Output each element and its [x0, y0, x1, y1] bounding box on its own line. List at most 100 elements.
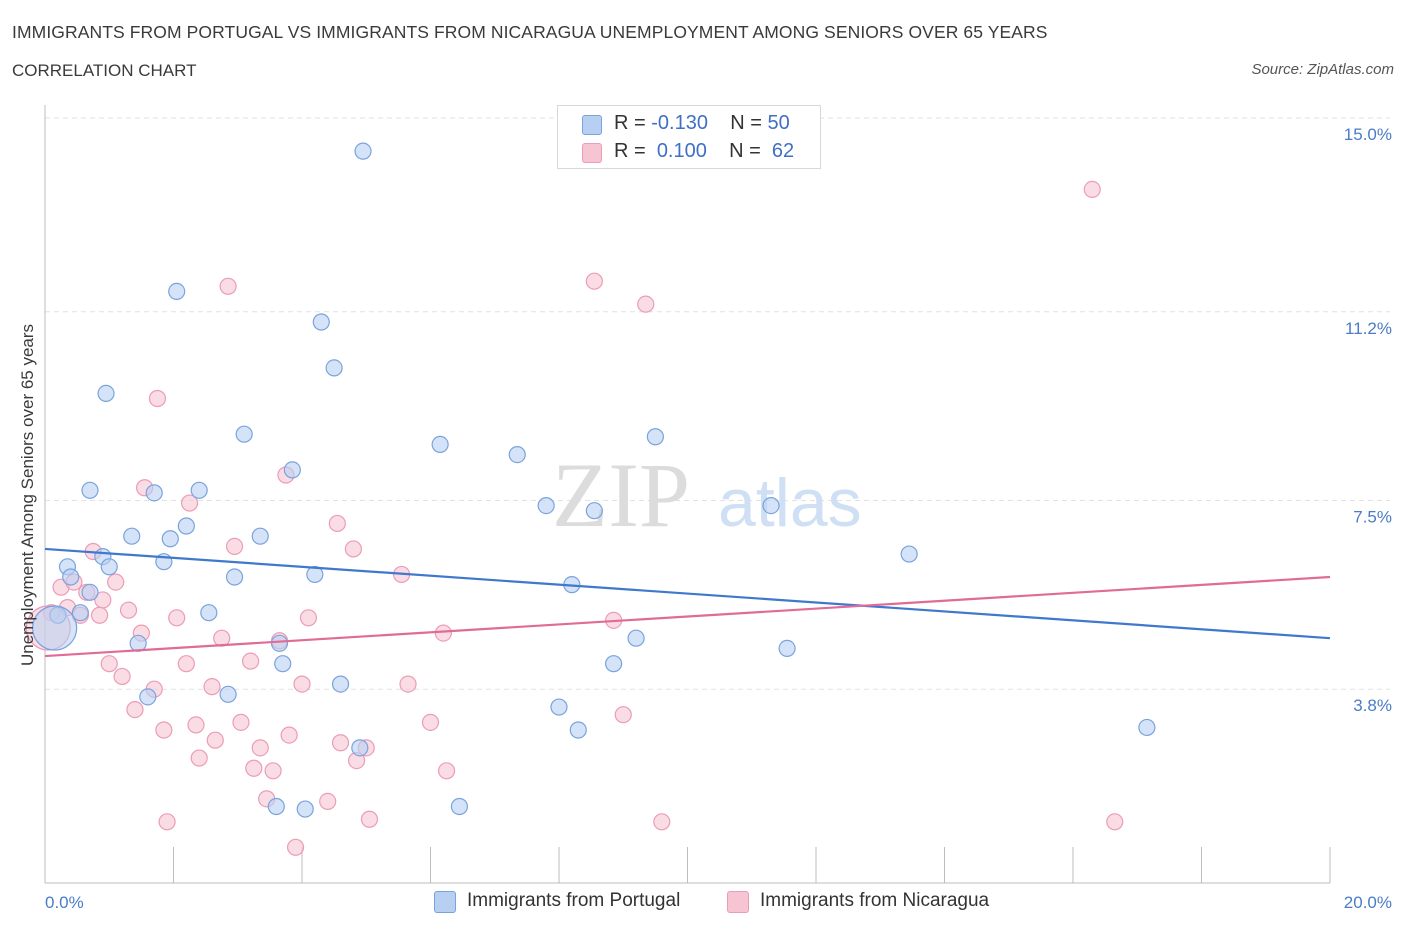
- nicaragua-point-8: [94, 591, 112, 609]
- portugal-points: [32, 142, 1156, 818]
- portugal-point-12: [145, 484, 163, 502]
- nicaragua-point-22: [180, 494, 199, 512]
- nicaragua-swatch: [582, 143, 602, 163]
- portugal-point-48: [1138, 718, 1156, 737]
- nicaragua-point-21: [177, 655, 195, 673]
- nicaragua-point-44: [331, 734, 350, 752]
- portugal-point-17: [190, 481, 208, 499]
- nicaragua-point-52: [434, 624, 452, 642]
- nicaragua-point-18: [155, 721, 173, 739]
- portugal-point-16: [177, 517, 195, 535]
- portugal-point-29: [312, 313, 330, 331]
- portugal-swatch: [582, 115, 602, 135]
- portugal-trend-line: [44, 547, 1331, 640]
- nicaragua-point-56: [614, 706, 632, 724]
- portugal-point-36: [508, 446, 526, 464]
- portugal-point-41: [585, 502, 603, 520]
- nicaragua-point-35: [264, 762, 282, 780]
- nicaragua-point-17: [148, 389, 167, 408]
- portugal-point-47: [900, 545, 918, 563]
- portugal-n-value: 50: [767, 112, 790, 134]
- nicaragua-point-20: [168, 609, 186, 627]
- nicaragua-point-50: [399, 675, 417, 693]
- nicaragua-point-39: [286, 838, 305, 856]
- chart-title: IMMIGRANTS FROM PORTUGAL VS IMMIGRANTS F…: [12, 22, 1048, 42]
- portugal-point-27: [296, 800, 314, 818]
- y-tick-label-1: 7.5%: [1353, 508, 1392, 527]
- gridlines: [45, 117, 1390, 690]
- chart-source: Source: ZipAtlas.com: [1251, 61, 1394, 78]
- portugal-point-19: [219, 685, 237, 703]
- nicaragua-point-41: [299, 609, 318, 627]
- nicaragua-point-31: [242, 652, 260, 670]
- nicaragua-point-12: [119, 601, 138, 619]
- y-tick-labels: 3.8% 7.5% 11.2% 15.0%: [1344, 125, 1392, 715]
- nicaragua-point-19: [158, 813, 176, 831]
- portugal-point-46: [778, 639, 796, 658]
- nicaragua-point-28: [219, 277, 237, 295]
- nicaragua-point-13: [126, 700, 144, 719]
- nicaragua-point-42: [319, 792, 337, 811]
- bottom-legend-nicaragua-label: Immigrants from Nicaragua: [760, 890, 990, 911]
- nicaragua-r-value: 0.100: [656, 140, 707, 162]
- portugal-point-3: [71, 604, 89, 622]
- portugal-point-40: [569, 721, 587, 739]
- nicaragua-point-10: [107, 573, 125, 591]
- nicaragua-n-label: N =: [729, 140, 761, 162]
- nicaragua-point-43: [328, 514, 346, 533]
- portugal-point-49: [32, 605, 78, 651]
- nicaragua-point-24: [190, 749, 208, 767]
- portugal-r-label: R =: [614, 112, 646, 134]
- bottom-legend-portugal-swatch: [434, 891, 456, 913]
- portugal-point-26: [283, 461, 301, 479]
- nicaragua-point-51: [421, 713, 440, 731]
- nicaragua-point-30: [232, 713, 250, 731]
- y-tick-label-0: 3.8%: [1353, 696, 1392, 715]
- nicaragua-point-33: [251, 739, 269, 757]
- x-tick-label-1: 20.0%: [1344, 893, 1392, 912]
- watermark-atlas: atlas: [718, 465, 862, 541]
- y-axis-label: Unemployment Among Seniors over 65 years: [18, 323, 37, 667]
- portugal-point-43: [627, 629, 645, 647]
- portugal-point-25: [274, 655, 292, 673]
- nicaragua-point-7: [91, 606, 109, 624]
- portugal-point-7: [81, 481, 99, 499]
- nicaragua-point-45: [344, 540, 362, 558]
- portugal-point-30: [325, 359, 343, 377]
- portugal-point-22: [251, 527, 269, 545]
- portugal-point-35: [450, 797, 469, 816]
- nicaragua-point-11: [113, 667, 131, 686]
- portugal-point-45: [762, 497, 780, 515]
- nicaragua-point-58: [653, 813, 671, 831]
- bottom-legend-nicaragua-swatch: [727, 891, 749, 913]
- portugal-point-11: [139, 688, 157, 706]
- portugal-point-44: [646, 428, 664, 446]
- bottom-legend-portugal-label: Immigrants from Portugal: [467, 890, 681, 911]
- portugal-point-6: [100, 558, 118, 576]
- nicaragua-point-53: [437, 762, 456, 780]
- y-tick-label-3: 15.0%: [1344, 125, 1392, 144]
- portugal-r-value: -0.130: [651, 112, 708, 134]
- portugal-point-31: [331, 675, 350, 693]
- portugal-point-9: [123, 527, 141, 545]
- portugal-point-34: [431, 435, 449, 453]
- nicaragua-point-59: [1083, 180, 1101, 198]
- portugal-point-42: [605, 655, 623, 673]
- nicaragua-point-25: [203, 678, 221, 696]
- portugal-point-2: [62, 568, 80, 586]
- portugal-point-4: [81, 583, 99, 601]
- nicaragua-point-38: [280, 726, 298, 744]
- portugal-point-37: [537, 497, 555, 515]
- nicaragua-point-23: [187, 716, 205, 734]
- nicaragua-point-40: [293, 675, 311, 693]
- nicaragua-point-32: [245, 759, 263, 777]
- nicaragua-point-26: [206, 731, 224, 749]
- nicaragua-n-value: 62: [771, 140, 795, 162]
- watermark-zip: ZIP: [552, 444, 690, 546]
- portugal-point-23: [267, 797, 285, 816]
- portugal-point-18: [200, 604, 218, 622]
- portugal-n-label: N =: [730, 112, 762, 134]
- nicaragua-point-48: [360, 810, 379, 828]
- portugal-point-15: [168, 282, 186, 300]
